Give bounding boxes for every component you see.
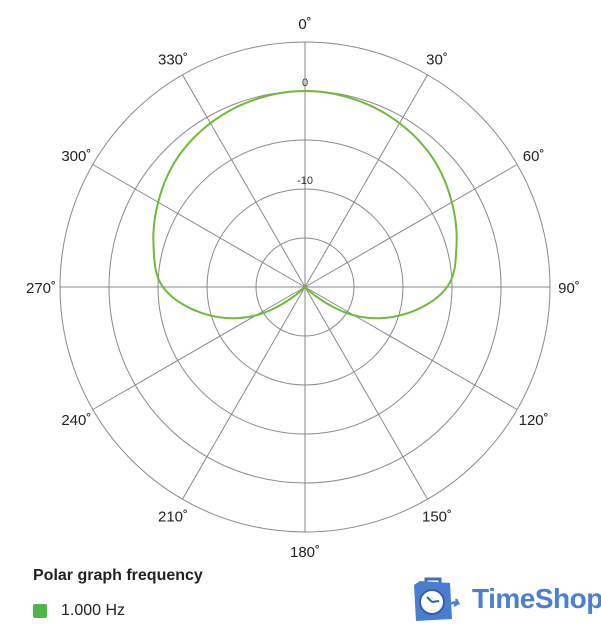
angle-tick-label: 210˚ (158, 509, 188, 526)
legend-item[interactable]: 1.000 Hz (33, 602, 125, 620)
grid-spoke (92, 164, 306, 288)
angle-tick-label: 240˚ (61, 412, 91, 429)
grid-spoke (182, 286, 306, 500)
radial-tick-label: -10 (297, 175, 313, 187)
series-line (152, 89, 458, 320)
angle-tick-label: 60˚ (523, 148, 545, 165)
legend-title: Polar graph frequency (33, 567, 203, 584)
angle-tick-label: 30˚ (426, 51, 448, 68)
shopping-bag-clock-icon (414, 577, 461, 621)
angle-tick-label: 150˚ (422, 509, 452, 526)
angle-tick-label: 90˚ (558, 280, 580, 297)
timeshop-logo: TimeShop (410, 575, 601, 623)
grid-spoke (304, 286, 518, 410)
angle-tick-label: 270˚ (26, 280, 56, 297)
legend-swatch (33, 604, 47, 618)
legend-label: 1.000 Hz (61, 602, 126, 619)
polar-chart: 0˚ 30˚ 60˚ 90˚ 120˚ 150˚ 180˚ 210˚ 240˚ 270˚ 300˚ 3… (26, 16, 580, 560)
angle-tick-label: 330˚ (158, 51, 188, 68)
grid-spoke (304, 164, 518, 288)
grid-spoke (92, 286, 306, 410)
grid-spoke (304, 286, 428, 500)
angle-tick-label: 180˚ (290, 544, 320, 560)
grid-spoke (182, 74, 306, 288)
angle-tick-label: 120˚ (519, 412, 549, 429)
grid-spoke (304, 74, 428, 288)
angle-tick-label: 300˚ (61, 148, 91, 165)
logo-text: TimeShop (472, 583, 601, 614)
angle-tick-label: 0˚ (298, 16, 311, 33)
radial-tick-label: 0 (302, 77, 308, 89)
